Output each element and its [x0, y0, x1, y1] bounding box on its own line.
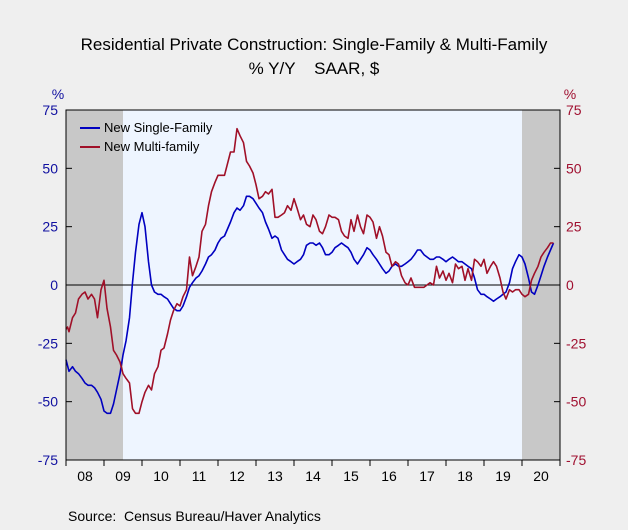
x-tick-label: 15 — [343, 468, 359, 484]
y-left-tick-label: -25 — [38, 335, 58, 351]
x-tick-label: 13 — [267, 468, 283, 484]
y-left-tick-label: -50 — [38, 394, 58, 410]
x-tick-label: 12 — [229, 468, 245, 484]
y-right-tick-label: 50 — [566, 160, 582, 176]
x-tick-label: 10 — [153, 468, 169, 484]
y-right-axis: 75 50 25 0 -25 -50 -75 — [554, 102, 586, 468]
x-tick-label: 18 — [457, 468, 473, 484]
y-left-tick-label: -75 — [38, 452, 58, 468]
y-left-tick-label: 25 — [42, 219, 58, 235]
y-right-tick-label: 75 — [566, 102, 582, 118]
y-right-unit-label: % — [564, 86, 576, 102]
x-tick-label: 11 — [192, 468, 207, 484]
y-right-tick-label: 0 — [566, 277, 574, 293]
y-right-tick-label: 25 — [566, 219, 582, 235]
series-lines — [65, 127, 555, 415]
x-tick-label: 19 — [495, 468, 511, 484]
chart-title: Residential Private Construction: Single… — [81, 35, 548, 54]
y-left-tick-label: 0 — [50, 277, 58, 293]
chart-subtitle: % Y/Y SAAR, $ — [249, 59, 380, 78]
source-note: Source: Census Bureau/Haver Analytics — [68, 508, 321, 524]
y-right-tick-label: -50 — [566, 394, 586, 410]
x-tick-label: 16 — [381, 468, 397, 484]
y-left-axis: 75 50 25 0 -25 -50 -75 — [38, 102, 72, 468]
x-tick-label: 08 — [77, 468, 93, 484]
y-right-tick-label: -75 — [566, 452, 586, 468]
y-right-tick-label: -25 — [566, 335, 586, 351]
series-line-new-multi-family — [65, 127, 554, 415]
x-tick-label: 20 — [533, 468, 549, 484]
legend: New Single-Family New Multi-family — [80, 120, 213, 154]
x-tick-label: 14 — [305, 468, 321, 484]
y-left-tick-label: 75 — [42, 102, 58, 118]
x-axis: 08 09 10 11 12 13 14 15 16 17 18 19 20 — [65, 460, 561, 484]
legend-label-multi-family: New Multi-family — [104, 139, 200, 154]
y-left-tick-label: 50 — [42, 160, 58, 176]
y-left-unit-label: % — [52, 86, 64, 102]
x-tick-label: 17 — [419, 468, 435, 484]
x-tick-label: 09 — [115, 468, 131, 484]
legend-label-single-family: New Single-Family — [104, 120, 213, 135]
